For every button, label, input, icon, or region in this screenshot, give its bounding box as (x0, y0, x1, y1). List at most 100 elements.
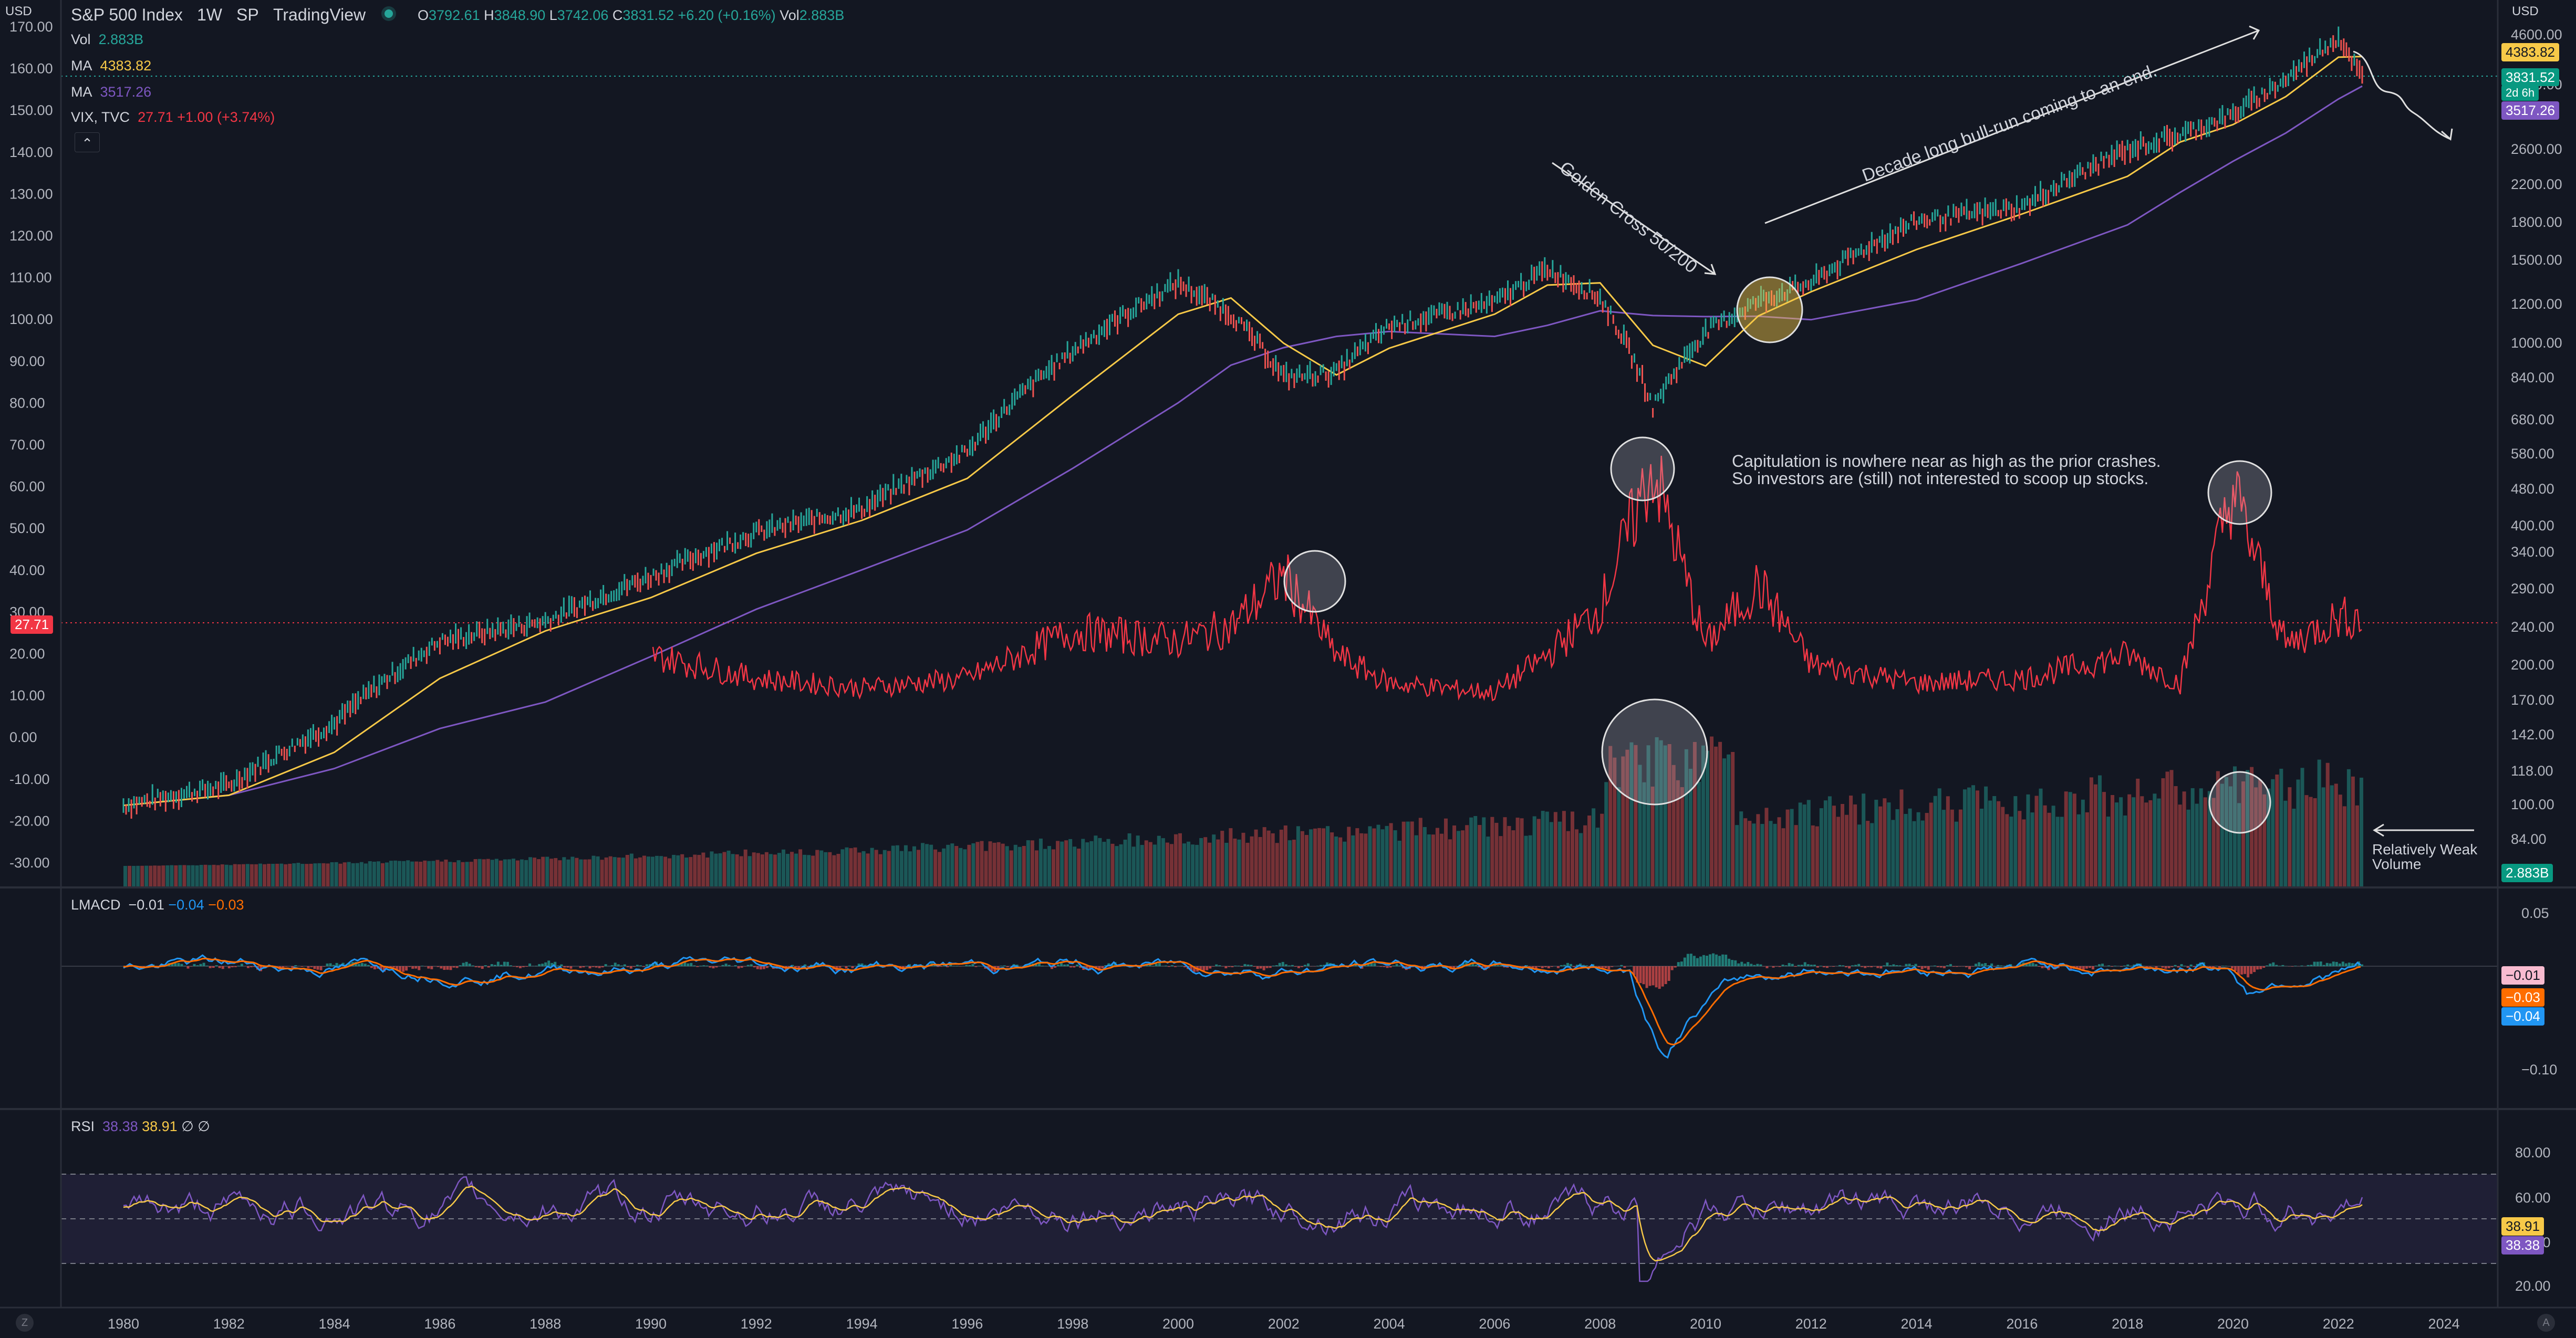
volume-bar (1266, 830, 1271, 887)
macd-histogram-bar (1323, 965, 1326, 966)
macd-histogram-bar (1076, 964, 1079, 966)
macd-histogram-bar (547, 960, 550, 966)
legend-ma-fast[interactable]: MA 4383.82 (71, 58, 152, 74)
volume-bar (2140, 796, 2144, 887)
macd-histogram-bar (1721, 954, 1725, 966)
timezone-toggle-icon[interactable]: Z (16, 1314, 34, 1332)
macd-histogram-bar (2009, 964, 2012, 966)
macd-histogram-bar (778, 966, 781, 969)
macd-histogram-bar (414, 966, 418, 969)
volume-bar (1798, 802, 1802, 887)
volume-bar (1287, 840, 1292, 887)
currency-menu-left[interactable]: USD (5, 4, 32, 18)
volume-bar (1756, 814, 1760, 887)
macd-histogram-bar (1534, 966, 1538, 970)
macd-histogram-bar (1677, 962, 1680, 966)
volume-bar (321, 863, 326, 887)
volume-bar (2237, 803, 2241, 887)
macd-histogram-bar (1667, 966, 1670, 981)
volume-bar (790, 852, 794, 887)
macd-histogram-bar (396, 966, 399, 970)
macd-histogram-bar (940, 966, 943, 967)
collapse-legend-button[interactable]: ⌃ (75, 132, 100, 152)
macd-histogram-bar (629, 966, 632, 969)
macd-histogram-bar (2237, 966, 2240, 975)
left-axis-tick: 40.00 (9, 562, 45, 578)
macd-axis-tick: −0.10 (2521, 1062, 2557, 1078)
volume-bar (2085, 812, 2089, 887)
volume-bar (1418, 818, 1422, 887)
interval-label[interactable]: 1W (197, 5, 222, 24)
volume-bar (2355, 805, 2359, 887)
macd-histogram-bar (246, 966, 250, 968)
year-tick: 2000 (1162, 1316, 1194, 1332)
volume-bar (1347, 827, 1351, 887)
macd-histogram-bar (1864, 966, 1867, 968)
volume-bar (1773, 823, 1777, 887)
symbol-title[interactable]: S&P 500 Index (71, 5, 183, 24)
macd-histogram-bar (484, 965, 487, 966)
volume-bar (132, 865, 136, 887)
macd-histogram-bar (2344, 963, 2348, 966)
volume-bar (642, 855, 646, 887)
macd-histogram-bar (1212, 966, 1215, 967)
macd-histogram-bar (632, 966, 636, 967)
macd-histogram-bar (481, 966, 484, 969)
volume-bar (2026, 794, 2030, 887)
volume-bar (1073, 846, 1077, 887)
macd-histogram-bar (857, 963, 860, 966)
macd-histogram-bar (1465, 961, 1468, 966)
year-tick: 2002 (1268, 1316, 1300, 1332)
volume-bar (1034, 850, 1038, 887)
macd-histogram-bar (987, 966, 990, 970)
macd-histogram-bar (1500, 965, 1503, 966)
volume-bar (946, 844, 950, 887)
volume-bar (1883, 798, 1887, 887)
currency-menu-right[interactable]: USD (2512, 4, 2539, 18)
macd-histogram-bar (1478, 966, 1481, 968)
left-axis-tick: 10.00 (9, 688, 45, 704)
volume-bar (1368, 826, 1372, 887)
volume-bar (562, 857, 566, 887)
volume-bar (1992, 796, 1997, 887)
macd-histogram-bar (2310, 965, 2313, 966)
volume-bar (583, 859, 587, 887)
ma-slow-line (123, 85, 2363, 807)
rsi-legend[interactable]: RSI 38.38 38.91 ∅ ∅ (71, 1119, 210, 1134)
volume-bar (524, 860, 528, 887)
volume-bar (815, 850, 819, 887)
volume-bar (216, 865, 220, 887)
left-axis-tick: 170.00 (9, 19, 53, 35)
volume-bar (1532, 816, 1536, 887)
volume-bar (355, 863, 359, 887)
volume-bar (161, 865, 165, 887)
volume-bar (1237, 839, 1241, 887)
macd-histogram-bar (1886, 963, 1889, 966)
volume-bar (1954, 821, 1958, 887)
legend-ma-slow[interactable]: MA 3517.26 (71, 84, 152, 100)
macd-histogram-bar (2082, 966, 2085, 970)
legend-vix[interactable]: VIX, TVC 27.71 +1.00 (+3.74%) (71, 109, 275, 125)
volume-bar (2334, 783, 2338, 887)
macd-histogram-bar (2313, 961, 2316, 966)
auto-scale-icon[interactable]: A (2537, 1314, 2555, 1332)
macd-histogram-bar (2291, 966, 2294, 967)
macd-histogram-bar (465, 961, 468, 966)
volume-bar (1785, 809, 1790, 887)
macd-histogram-bar (2097, 964, 2101, 966)
macd-histogram-bar (1636, 966, 1639, 983)
macd-legend[interactable]: LMACD −0.01 −0.04 −0.03 (71, 897, 244, 913)
volume-bar (1123, 839, 1127, 887)
volume-bar (1701, 745, 1705, 887)
volume-bar (933, 849, 938, 887)
macd-histogram-bar (1889, 965, 1892, 966)
macd-histogram-bar (623, 964, 626, 966)
volume-bar (1427, 834, 1431, 887)
year-tick: 1996 (951, 1316, 983, 1332)
volume-bar (1545, 811, 1549, 887)
macd-histogram-bar (2180, 964, 2183, 966)
legend-volume[interactable]: Vol 2.883B (71, 32, 144, 47)
volume-bar (2153, 793, 2157, 887)
